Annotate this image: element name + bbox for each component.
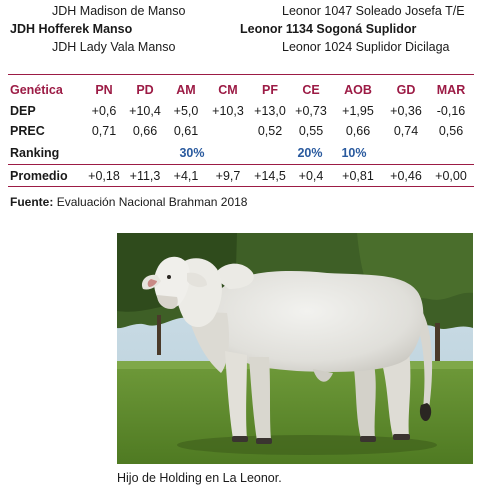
ranking-ce: 20% — [297, 146, 322, 160]
dep-pd: +10,4 — [129, 104, 161, 118]
dep-aob: +1,95 — [342, 104, 374, 118]
ranking-aob: 10% — [341, 146, 366, 160]
source-label: Fuente: — [10, 195, 53, 209]
row-label-ranking: Ranking — [10, 146, 59, 160]
table-mid-rule — [8, 164, 474, 165]
brahman-bull-image — [117, 233, 473, 464]
row-label-prec: PREC — [10, 124, 45, 138]
promedio-ce: +0,4 — [299, 169, 324, 183]
dep-am: +5,0 — [174, 104, 199, 118]
col-header-gd: GD — [397, 83, 416, 97]
col-header-pf: PF — [262, 83, 278, 97]
promedio-pd: +11,3 — [130, 169, 161, 183]
col-header-pn: PN — [95, 83, 112, 97]
table-row-promedio: Promedio +0,18 +11,3 +4,1 +9,7 +14,5 +0,… — [8, 166, 474, 186]
dep-cm: +10,3 — [212, 104, 244, 118]
promedio-cm: +9,7 — [216, 169, 241, 183]
table-row-ranking: Ranking 30% 20% 10% — [8, 143, 474, 163]
prec-mar: 0,56 — [439, 124, 463, 138]
pedigree-row: JDH Madison de Manso Leonor 1047 Soleado… — [0, 4, 481, 22]
photo-caption: Hijo de Holding en La Leonor. — [117, 471, 282, 485]
promedio-mar: +0,00 — [435, 169, 467, 183]
prec-pd: 0,66 — [133, 124, 157, 138]
prec-am: 0,61 — [174, 124, 198, 138]
bull-photo — [117, 233, 473, 464]
dep-mar: -0,16 — [437, 104, 466, 118]
table-row-dep: DEP +0,6 +10,4 +5,0 +10,3 +13,0 +0,73 +1… — [8, 101, 474, 121]
table-header-row: Genética PN PD AM CM PF CE AOB GD MAR — [8, 80, 474, 100]
header-label: Genética — [10, 83, 63, 97]
table-top-rule — [8, 74, 474, 75]
source-text: Evaluación Nacional Brahman 2018 — [57, 195, 248, 209]
col-header-cm: CM — [218, 83, 237, 97]
pedigree-row: JDH Hofferek Manso Leonor 1134 Sogoná Su… — [0, 22, 481, 40]
prec-gd: 0,74 — [394, 124, 418, 138]
dep-pf: +13,0 — [254, 104, 286, 118]
col-header-pd: PD — [136, 83, 153, 97]
promedio-am: +4,1 — [174, 169, 199, 183]
sire: JDH Hofferek Manso — [10, 22, 132, 36]
promedio-pn: +0,18 — [88, 169, 120, 183]
prec-ce: 0,55 — [299, 124, 323, 138]
table-row-prec: PREC 0,71 0,66 0,61 0,52 0,55 0,66 0,74 … — [8, 121, 474, 141]
row-label-promedio: Promedio — [10, 169, 68, 183]
col-header-ce: CE — [302, 83, 319, 97]
row-label-dep: DEP — [10, 104, 36, 118]
prec-aob: 0,66 — [346, 124, 370, 138]
sire-sire: JDH Madison de Manso — [52, 4, 185, 18]
table-bottom-rule — [8, 186, 474, 187]
dep-pn: +0,6 — [92, 104, 117, 118]
promedio-aob: +0,81 — [342, 169, 374, 183]
col-header-mar: MAR — [437, 83, 465, 97]
dam: Leonor 1134 Sogoná Suplidor — [240, 22, 416, 36]
col-header-am: AM — [176, 83, 195, 97]
dep-ce: +0,73 — [295, 104, 327, 118]
pedigree-row: JDH Lady Vala Manso Leonor 1024 Suplidor… — [0, 40, 481, 58]
ranking-am: 30% — [179, 146, 204, 160]
dam-dam: Leonor 1024 Suplidor Dicilaga — [282, 40, 449, 54]
dam-sire: Leonor 1047 Soleado Josefa T/E — [282, 4, 465, 18]
dep-gd: +0,36 — [390, 104, 422, 118]
pedigree: JDH Madison de Manso Leonor 1047 Soleado… — [0, 4, 481, 58]
promedio-gd: +0,46 — [390, 169, 422, 183]
sire-dam: JDH Lady Vala Manso — [52, 40, 175, 54]
prec-pn: 0,71 — [92, 124, 116, 138]
prec-pf: 0,52 — [258, 124, 282, 138]
col-header-aob: AOB — [344, 83, 372, 97]
source-note: Fuente: Evaluación Nacional Brahman 2018 — [10, 195, 247, 209]
promedio-pf: +14,5 — [254, 169, 286, 183]
